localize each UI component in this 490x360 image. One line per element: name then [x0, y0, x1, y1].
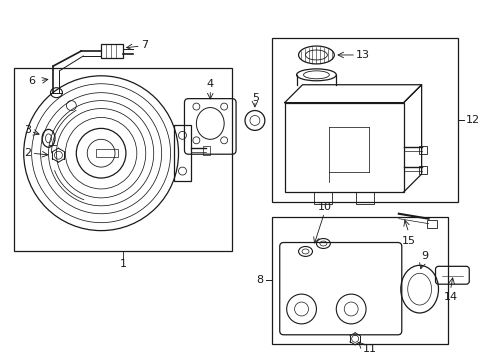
Bar	[272, 38, 458, 202]
Text: 15: 15	[402, 235, 416, 246]
Text: 1: 1	[120, 259, 126, 269]
Bar	[96, 149, 118, 157]
Text: 5: 5	[252, 93, 259, 103]
Text: 11: 11	[363, 344, 377, 354]
Text: 10: 10	[318, 202, 331, 212]
Text: 6: 6	[28, 76, 36, 86]
Bar	[272, 217, 448, 344]
Bar	[203, 146, 210, 155]
Text: 4: 4	[207, 79, 214, 89]
Bar	[356, 192, 374, 204]
Text: 14: 14	[443, 292, 458, 302]
Bar	[315, 192, 332, 204]
Text: 3: 3	[24, 125, 31, 135]
Bar	[418, 146, 427, 154]
Text: 12: 12	[466, 115, 480, 125]
Text: 2: 2	[24, 148, 31, 158]
Bar	[285, 103, 404, 192]
Text: 8: 8	[257, 275, 264, 285]
Bar	[173, 125, 192, 181]
Bar	[418, 166, 427, 174]
Text: 13: 13	[356, 50, 370, 60]
Bar	[101, 44, 123, 58]
Text: 9: 9	[421, 251, 428, 261]
Text: 7: 7	[141, 40, 148, 50]
Bar	[14, 68, 232, 251]
Bar	[427, 220, 437, 228]
